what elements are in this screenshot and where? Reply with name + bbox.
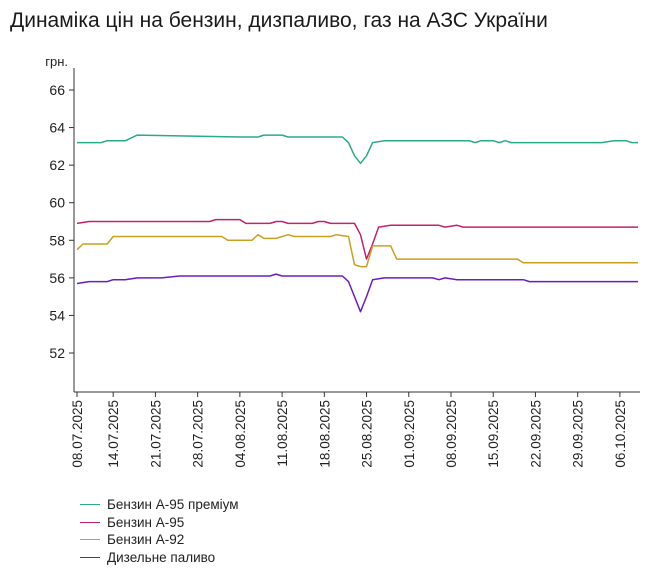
x-tick-label: 21.07.2025 (148, 400, 163, 468)
x-tick-label: 11.08.2025 (275, 400, 290, 467)
x-tick-label: 18.08.2025 (317, 400, 332, 468)
x-tick-label: 25.08.2025 (360, 400, 375, 468)
series-line-3 (76, 233, 638, 268)
legend-item: Бензин А-95 (80, 514, 239, 532)
y-axis-unit-label: грн. (45, 54, 68, 69)
legend-label: Бензин А-95 преміум (107, 497, 239, 513)
legend-swatch (80, 504, 100, 506)
y-tick-label: 54 (49, 307, 65, 323)
x-tick-label: 01.09.2025 (402, 400, 417, 468)
x-tick-label: 06.10.2025 (613, 400, 628, 468)
series-line-1 (77, 134, 638, 165)
legend-label: Дизельне паливо (107, 549, 216, 565)
legend-swatch (80, 539, 100, 541)
x-tick-label: 14.07.2025 (106, 400, 121, 468)
x-tick-label: 08.07.2025 (70, 400, 85, 468)
chart-title: Динаміка цін на бензин, дизпаливо, газ н… (10, 9, 548, 32)
y-tick-label: 58 (49, 232, 65, 248)
legend: Бензин А-95 преміум Бензин А-95 Бензин А-9… (80, 496, 239, 566)
legend-label: Бензин А-92 (107, 532, 185, 548)
series-line-4 (76, 273, 638, 313)
legend-label: Бензин А-95 (107, 514, 185, 530)
legend-item: Дизельне паливо (80, 549, 239, 567)
y-tick-label: 66 (49, 82, 65, 98)
legend-swatch (80, 521, 100, 523)
x-tick-label: 22.09.2025 (528, 400, 543, 468)
x-tick-label: 28.07.2025 (191, 400, 206, 468)
x-tick-label: 15.09.2025 (486, 400, 501, 468)
legend-swatch (80, 556, 100, 558)
x-tick-label: 29.09.2025 (571, 400, 586, 468)
x-tick-label: 08.09.2025 (444, 400, 459, 468)
y-tick-label: 62 (49, 157, 65, 173)
y-tick-label: 64 (49, 120, 65, 136)
y-tick-label: 56 (49, 270, 65, 286)
legend-item: Бензин А-92 (80, 531, 239, 549)
y-tick-label: 60 (49, 195, 65, 211)
x-tick-label: 04.08.2025 (233, 400, 248, 468)
legend-item: Бензин А-95 преміум (80, 496, 239, 514)
series-line-2 (76, 218, 638, 260)
y-tick-label: 52 (49, 345, 65, 361)
